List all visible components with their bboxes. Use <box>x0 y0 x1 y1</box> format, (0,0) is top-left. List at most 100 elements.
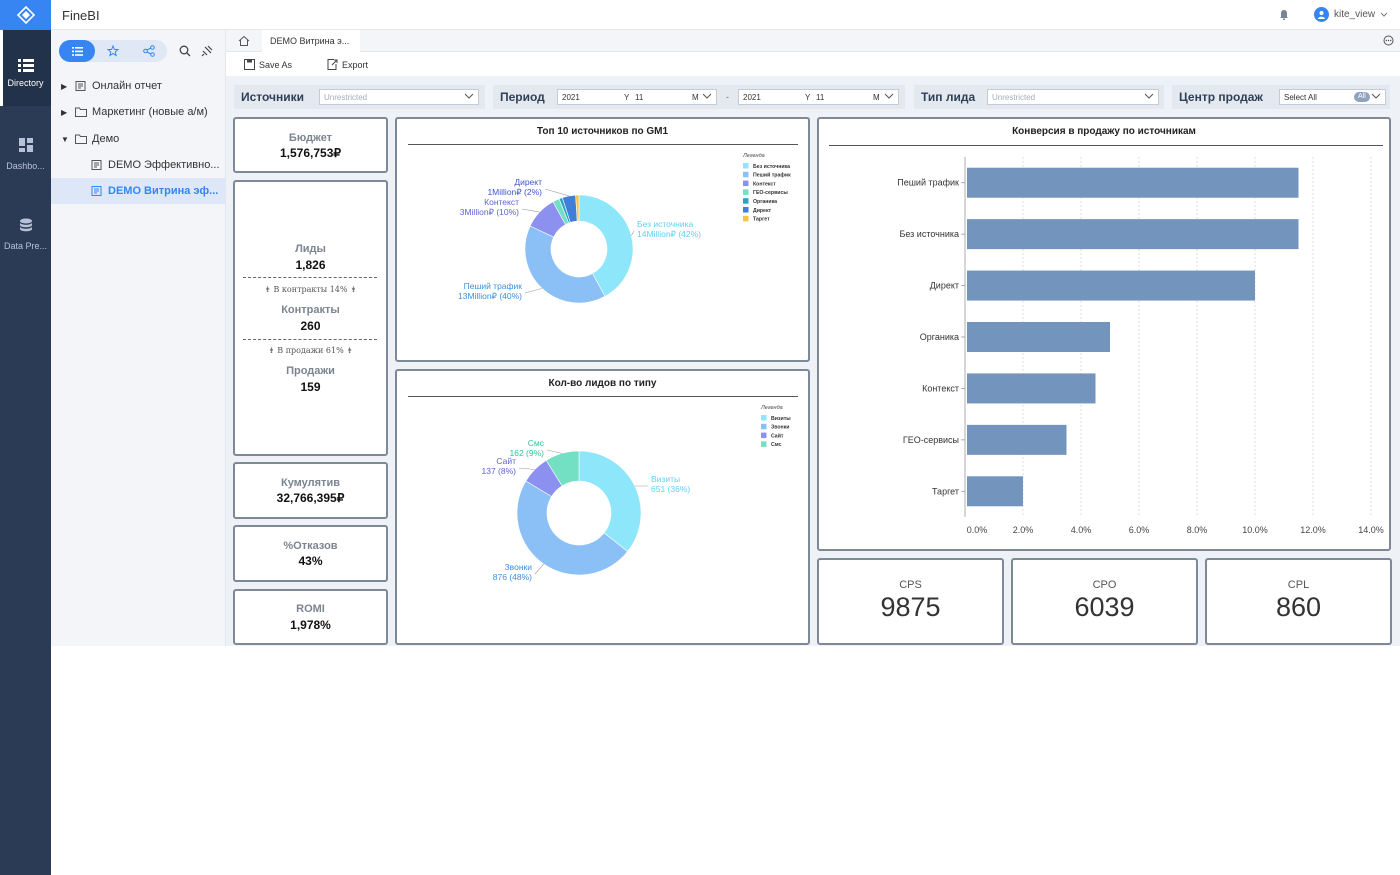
legend-title: Легенда <box>742 153 765 159</box>
donut-slice[interactable] <box>578 450 642 552</box>
legend-item[interactable]: Визиты <box>771 416 791 422</box>
kpi-contracts-title: Контракты <box>281 304 340 316</box>
top-bar: FineBI kite_view <box>0 0 1400 30</box>
bar[interactable] <box>967 270 1255 301</box>
nav-dashboard[interactable]: Dashbo... <box>0 130 51 190</box>
donut-slice[interactable] <box>578 194 634 297</box>
donut-slice[interactable] <box>575 194 580 222</box>
chart-conversion-by-source[interactable]: Конверсия в продажу по источникам 0.0% 2.… <box>817 117 1391 551</box>
kpi-cpl-value: 860 <box>1275 592 1322 622</box>
period-separator: - <box>726 92 729 102</box>
slice-label-name: Смс <box>528 438 545 448</box>
tree-item-demo-showcase[interactable]: DEMO Витрина эф... <box>51 178 226 204</box>
kpi-cpl[interactable]: CPL 860 <box>1205 558 1392 645</box>
directory-panel: ▶ Онлайн отчет ▶ Маркетинг (новые а/м) ▼ Де… <box>51 30 226 646</box>
tree-item-label: Маркетинг (новые а/м) <box>92 106 208 118</box>
search-icon[interactable] <box>179 45 191 57</box>
lead-type-select[interactable]: Unrestricted <box>987 89 1159 105</box>
legend-item[interactable]: Таргет <box>753 217 770 223</box>
kpi-refusals[interactable]: %Отказов 43% <box>233 525 388 582</box>
filter-sources: Источники Unrestricted <box>234 85 485 109</box>
y-category-label: Пеший трафик <box>897 178 959 188</box>
bar[interactable] <box>967 424 1067 455</box>
donut-slice[interactable] <box>545 450 580 487</box>
legend-item[interactable]: ГЕО-сервисы <box>753 190 788 196</box>
list-view-button[interactable] <box>59 40 95 62</box>
bar[interactable] <box>967 373 1096 404</box>
tree-item-demo[interactable]: ▼ Демо <box>51 126 226 152</box>
legend-swatch <box>743 189 749 195</box>
export-button[interactable]: Export <box>327 59 368 70</box>
kpi-leads-title: Лиды <box>295 243 326 255</box>
period-from-select[interactable]: 2021 Y 11 M <box>557 89 717 105</box>
bar[interactable] <box>967 476 1023 507</box>
legend-item[interactable]: Сайт <box>771 432 784 439</box>
legend-item[interactable]: Пеший трафик <box>753 172 791 179</box>
share-button[interactable] <box>131 40 167 62</box>
label-leader-line <box>544 188 569 197</box>
kpi-funnel[interactable]: Лиды 1,826 ⇟ В контракты 14% ⇟ Контракты… <box>233 180 388 456</box>
kpi-cumulative[interactable]: Кумулятив 32,766,395₽ <box>233 462 388 519</box>
favorites-button[interactable] <box>95 40 131 62</box>
legend-item[interactable]: Органика <box>753 199 777 205</box>
period-to-select[interactable]: 2021 Y 11 M <box>738 89 899 105</box>
nav-data-prep[interactable]: Data Pre... <box>0 210 51 270</box>
chart-top-sources[interactable]: Топ 10 источников по GM1 Легенда Без исто… <box>395 117 810 362</box>
y-category-label: Контекст <box>922 383 959 393</box>
bell-icon[interactable] <box>1278 9 1290 21</box>
export-icon <box>327 59 338 70</box>
kpi-cumulative-value: 32,766,395₽ <box>276 491 345 505</box>
nav-directory[interactable]: Directory <box>0 30 51 106</box>
legend-item[interactable]: Контекст <box>753 181 776 187</box>
left-nav: Directory Dashbo... Data Pre... <box>0 30 51 875</box>
legend-item[interactable]: Смс <box>771 442 782 448</box>
tab-demo-showcase[interactable]: DEMO Витрина э... <box>262 30 360 52</box>
donut-slice[interactable] <box>516 480 629 576</box>
kpi-cps[interactable]: CPS 9875 <box>817 558 1004 645</box>
home-icon[interactable] <box>238 35 250 47</box>
y-category-label: Органика <box>920 332 959 342</box>
donut-chart: Легенда Без источника Пеший трафик Контекст… <box>458 153 791 304</box>
sources-select[interactable]: Unrestricted <box>319 89 479 105</box>
save-as-button[interactable]: Save As <box>244 59 292 70</box>
chart-leads-by-type[interactable]: Кол-во лидов по типу Легенда Визиты Звонки… <box>395 369 810 645</box>
kpi-budget-value: 1,576,753₽ <box>279 146 342 160</box>
filter-sales-center-label: Центр продаж <box>1179 90 1263 104</box>
donut-slice[interactable] <box>524 225 606 304</box>
title-underline <box>408 144 798 145</box>
bar[interactable] <box>967 219 1299 250</box>
slice-label-value: 162 (9%) <box>510 448 545 458</box>
collapse-caret-icon[interactable]: ▼ <box>61 134 69 144</box>
tree-item-marketing[interactable]: ▶ Маркетинг (новые а/м) <box>51 99 226 125</box>
bar[interactable] <box>967 322 1110 352</box>
legend-item[interactable]: Звонки <box>771 425 789 431</box>
kpi-cumulative-title: Кумулятив <box>281 477 340 489</box>
slice-label-name: Директ <box>514 177 542 187</box>
x-tick-label: 8.0% <box>1187 525 1208 535</box>
user-menu[interactable]: kite_view <box>1314 7 1388 22</box>
label-leader-line <box>534 563 544 575</box>
export-label: Export <box>342 59 369 70</box>
divider <box>243 277 377 278</box>
legend-title: Легенда <box>760 405 783 411</box>
sales-center-select[interactable]: Select All All <box>1279 89 1386 105</box>
bar[interactable] <box>967 167 1299 198</box>
legend-item[interactable]: Директ <box>753 208 772 214</box>
kpi-leads-value: 1,826 <box>295 258 326 272</box>
tree-item-online-report[interactable]: ▶ Онлайн отчет <box>51 73 226 99</box>
legend-item[interactable]: Без источника <box>753 164 790 170</box>
unpin-icon[interactable] <box>201 45 213 57</box>
chart-title: Конверсия в продажу по источникам <box>1012 126 1196 137</box>
kpi-romi[interactable]: ROMI 1,978% <box>233 589 388 645</box>
kpi-budget[interactable]: Бюджет 1,576,753₽ <box>233 117 388 173</box>
nav-directory-label: Directory <box>7 78 44 88</box>
expand-caret-icon[interactable]: ▶ <box>61 81 68 91</box>
finebi-logo[interactable] <box>0 0 51 30</box>
legend-swatch <box>761 432 767 439</box>
period-from-year: 2021 <box>562 93 580 102</box>
kpi-romi-value: 1,978% <box>290 618 331 632</box>
more-icon[interactable] <box>1383 35 1394 46</box>
kpi-cpo[interactable]: CPO 6039 <box>1011 558 1198 645</box>
tree-item-demo-efficiency[interactable]: DEMO Эффективно... <box>51 152 226 178</box>
expand-caret-icon[interactable]: ▶ <box>61 107 68 117</box>
